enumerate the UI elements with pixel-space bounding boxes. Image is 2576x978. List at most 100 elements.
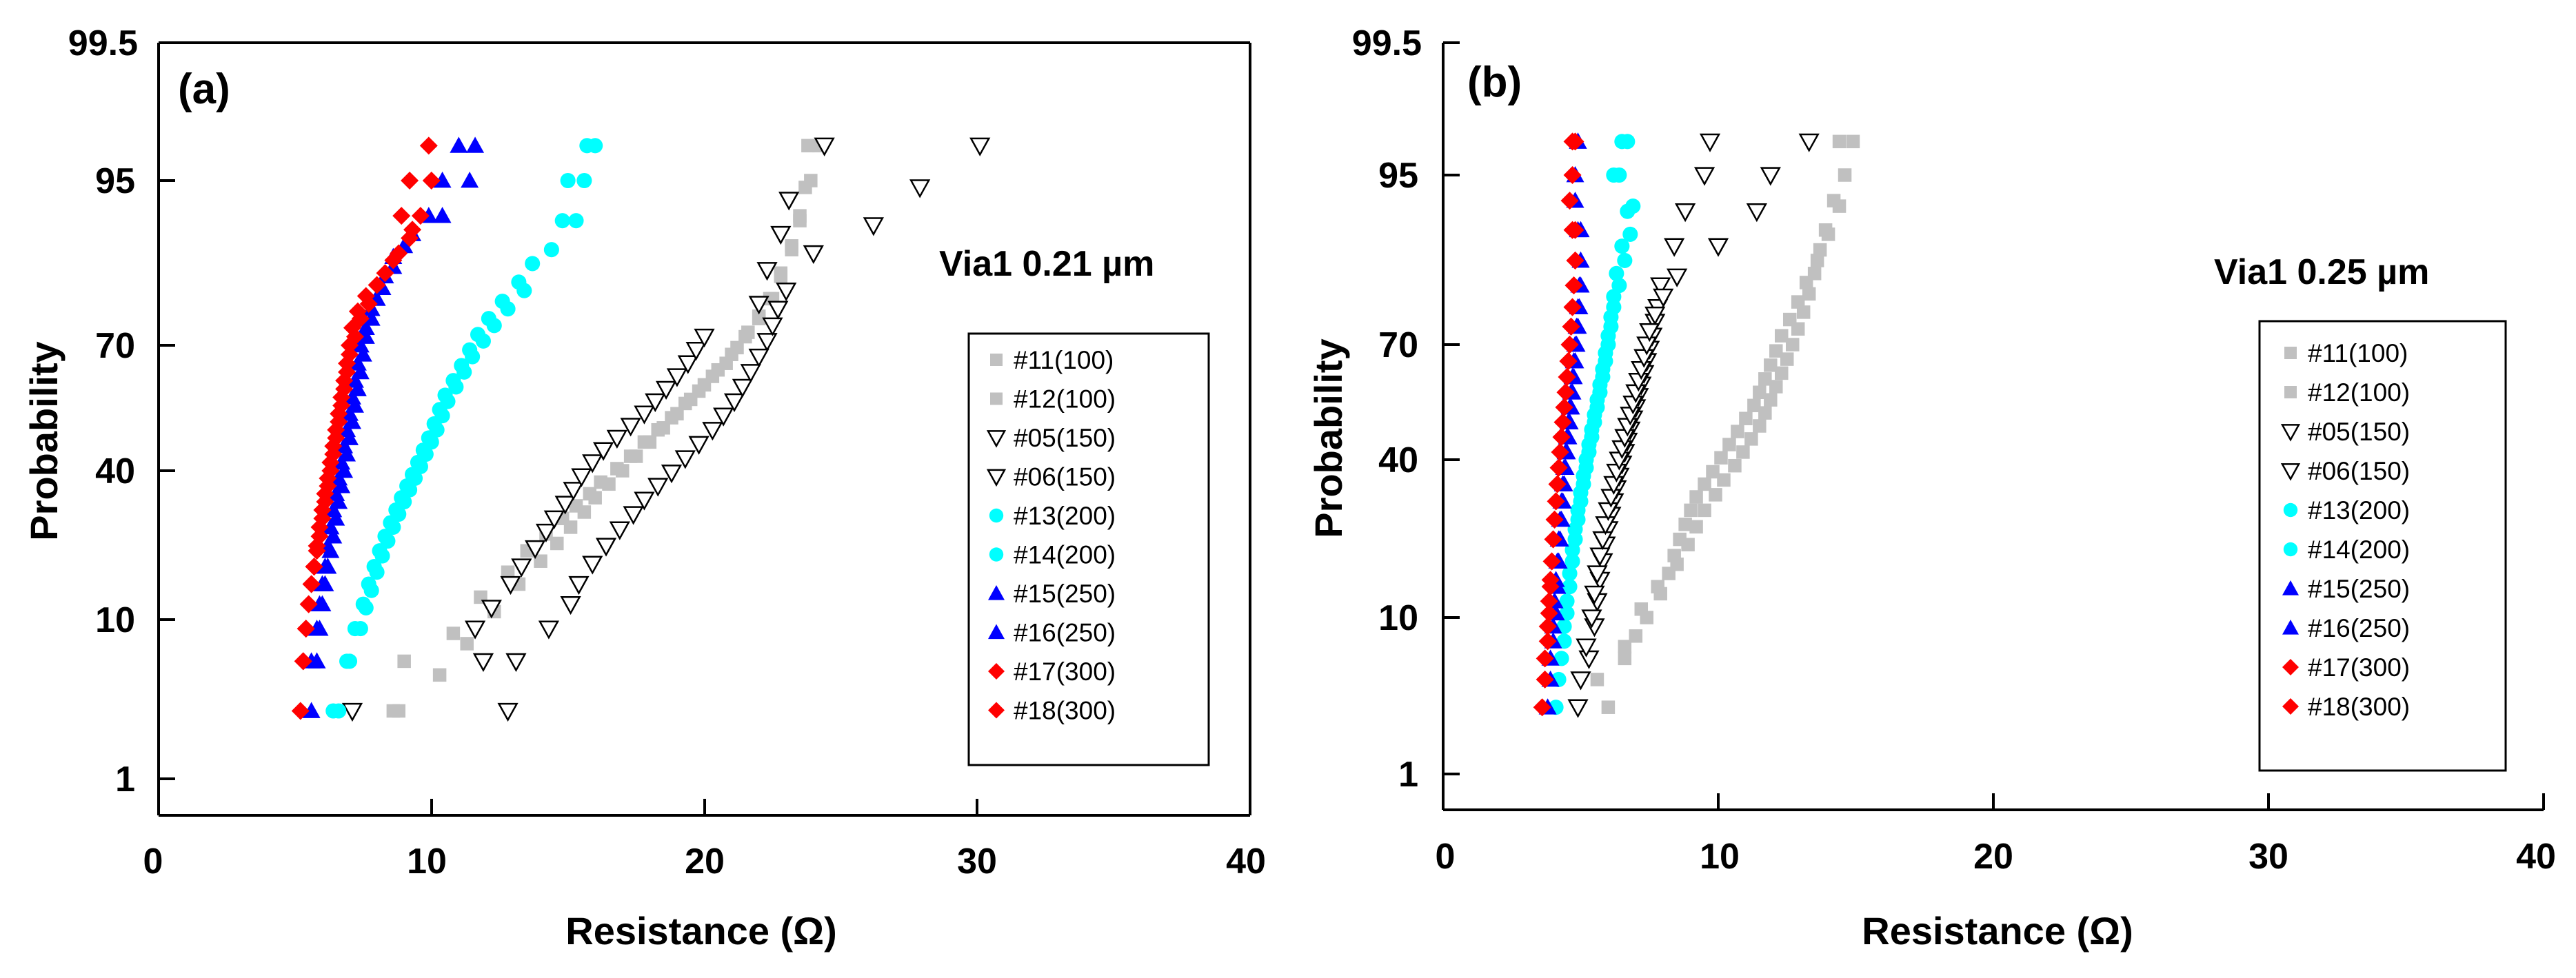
data-point	[316, 558, 334, 574]
data-point	[748, 348, 769, 368]
data-point	[683, 392, 698, 407]
data-point	[1611, 167, 1627, 183]
legend-marker	[989, 508, 1004, 523]
data-point	[1796, 305, 1811, 319]
legend-marker	[990, 354, 1003, 366]
data-point	[582, 556, 603, 575]
data-point	[1576, 476, 1591, 492]
data-point	[1650, 277, 1671, 296]
data-point	[327, 485, 345, 501]
legend-label: #16(250)	[1014, 619, 1116, 647]
data-point	[383, 515, 399, 531]
data-point	[713, 407, 734, 427]
data-point	[656, 421, 670, 435]
data-point	[1780, 352, 1794, 366]
data-point	[1581, 444, 1597, 460]
data-point	[748, 296, 769, 315]
data-point	[655, 380, 677, 400]
legend-items: #11(100) #12(100) #05(150) #06(150) #13(200)…	[2280, 339, 2410, 721]
legend-label: #06(150)	[1014, 463, 1116, 491]
data-point	[294, 652, 312, 671]
data-point	[1678, 518, 1692, 531]
data-point	[1578, 460, 1594, 476]
data-point	[634, 491, 655, 511]
data-point	[1728, 458, 1742, 473]
data-point	[1578, 650, 1600, 669]
data-point	[677, 355, 698, 374]
panel-label: (a)	[178, 65, 230, 113]
legend-a: #11(100) #12(100) #05(150) #06(150) #13(200)…	[967, 332, 1210, 766]
data-point	[563, 482, 584, 501]
data-point	[1618, 640, 1632, 653]
data-point	[341, 702, 363, 722]
y-tick-label: 40	[1378, 440, 1418, 480]
data-point	[1736, 445, 1750, 459]
legend-marker	[986, 430, 1007, 448]
data-point	[1540, 604, 1558, 622]
data-point	[345, 371, 364, 388]
data-point	[411, 207, 430, 225]
data-point	[666, 368, 688, 387]
legend-marker	[2282, 659, 2299, 675]
data-point	[774, 266, 788, 281]
data-point	[1556, 618, 1572, 634]
data-point	[1562, 317, 1580, 336]
x-tick-label: 10	[407, 842, 447, 882]
legend-marker	[988, 624, 1005, 640]
data-point	[321, 518, 340, 535]
data-point	[1611, 278, 1627, 294]
legend-label: #13(200)	[1014, 502, 1116, 530]
data-point	[1587, 414, 1602, 430]
legend-label: #12(100)	[1014, 385, 1116, 414]
panel-b: 1 10 40 70 95 99.5 0 10 20 30 40 Resista…	[1307, 23, 2556, 952]
data-point	[1674, 203, 1696, 223]
data-point	[688, 436, 710, 455]
data-point	[1651, 580, 1664, 593]
data-point	[310, 595, 329, 612]
data-point	[725, 347, 738, 362]
legend-marker	[990, 392, 1003, 405]
data-point	[1653, 288, 1674, 307]
data-point	[756, 262, 778, 281]
data-point	[1538, 617, 1557, 635]
data-point	[595, 538, 617, 557]
data-point	[1533, 698, 1551, 717]
data-point	[1609, 265, 1624, 281]
data-point	[1636, 336, 1658, 356]
y-tick-label: 10	[95, 600, 135, 640]
chart-annotation: Via1 0.25 µm	[2214, 252, 2429, 292]
data-point	[1714, 451, 1728, 465]
legend-box	[967, 332, 1210, 766]
data-point	[313, 500, 332, 519]
data-point	[1717, 473, 1731, 487]
data-point	[1548, 475, 1567, 493]
legend-label: #12(100)	[2308, 378, 2410, 407]
data-point	[801, 139, 815, 153]
data-point	[1595, 516, 1616, 536]
panel-a: 1 10 40 70 95 99.5 0 10 20 30 40 Resista…	[22, 23, 1266, 952]
data-point	[1667, 268, 1688, 287]
legend-label: #05(150)	[2308, 418, 2410, 446]
data-point	[1693, 167, 1715, 186]
data-point	[1576, 638, 1597, 658]
legend-box	[2258, 320, 2507, 772]
data-point	[685, 342, 707, 361]
data-point	[1753, 385, 1767, 399]
data-point	[1563, 221, 1582, 239]
data-point	[740, 364, 761, 383]
y-tick-label: 40	[95, 451, 135, 491]
data-point	[394, 490, 410, 506]
data-point	[770, 225, 792, 245]
data-point	[1600, 336, 1616, 353]
panel-label: (b)	[1467, 59, 1522, 106]
data-point	[1592, 531, 1613, 551]
data-point	[1681, 538, 1695, 551]
data-point	[1556, 633, 1572, 649]
x-tick-label: 40	[1226, 842, 1266, 882]
data-point	[313, 575, 332, 591]
data-point	[778, 192, 800, 211]
data-point	[647, 478, 669, 497]
legend-b: #11(100) #12(100) #05(150) #06(150) #13(200)…	[2258, 320, 2507, 772]
y-tick-label: 99.5	[1352, 23, 1422, 63]
data-point	[1540, 592, 1558, 611]
